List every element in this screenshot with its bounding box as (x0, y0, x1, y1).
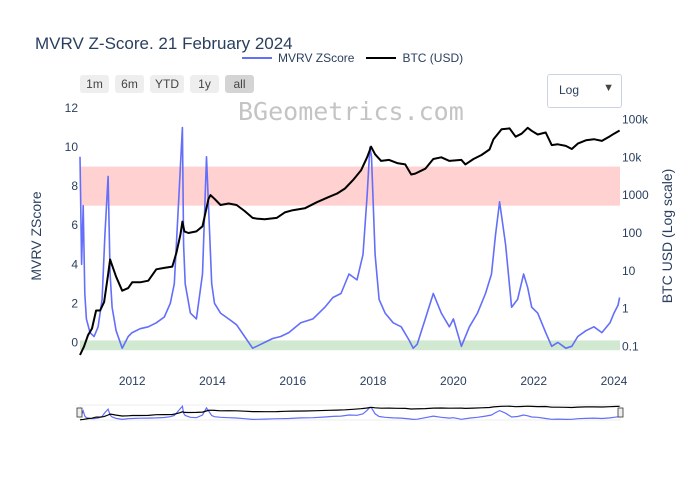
legend-swatch-btc (366, 57, 397, 59)
rangeslider-line-1 (79, 405, 620, 421)
x-tick-label: 2014 (199, 374, 226, 388)
rangeslider-line-0 (79, 404, 620, 421)
x-tick-label: 2022 (520, 374, 547, 388)
chart-title: MVRV Z-Score. 21 February 2024 (35, 34, 293, 53)
band-undervalued (80, 340, 620, 351)
legend: MVRV ZScore BTC (USD) (242, 51, 463, 65)
legend-label-btc: BTC (USD) (402, 51, 464, 65)
rangeslider-handle-left (76, 407, 83, 418)
y-right-axis-title: BTC USD (Log scale) (659, 169, 675, 304)
scale-dropdown[interactable]: Log ▼ (547, 74, 622, 108)
y-left-tick-label: 2 (71, 296, 78, 310)
y-right-tick-label: 10k (622, 150, 642, 164)
band-overvalued (80, 166, 620, 206)
y-right-tick-label: 10 (622, 264, 636, 278)
legend-label-mvrv: MVRV ZScore (278, 51, 355, 65)
y-left-axis-title: MVRV ZScore (28, 191, 44, 280)
legend-item-mvrv[interactable]: MVRV ZScore (242, 51, 354, 65)
watermark: BGeometrics.com (238, 97, 464, 126)
y-right-tick-label: 1 (622, 302, 629, 316)
chevron-down-icon: ▼ (603, 82, 614, 94)
y-left-tick-label: 10 (65, 140, 79, 154)
y-left-tick-label: 0 (71, 335, 78, 349)
legend-swatch-mvrv (242, 57, 272, 59)
y-left-tick-label: 12 (65, 101, 79, 115)
range-button-6m[interactable]: 6m (115, 75, 144, 93)
series-line-1 (79, 126, 621, 356)
range-button-1y[interactable]: 1y (190, 75, 219, 93)
legend-item-btc[interactable]: BTC (USD) (366, 51, 463, 65)
y-right-tick-label: 100k (622, 112, 649, 126)
range-button-all[interactable]: all (225, 75, 254, 93)
x-tick-label: 2012 (119, 374, 146, 388)
y-left-tick-label: 4 (71, 257, 78, 271)
range-button-1m[interactable]: 1m (80, 75, 109, 93)
y-right-tick-label: 100 (622, 226, 642, 240)
y-right-tick-label: 1000 (622, 188, 649, 202)
scale-dropdown-value: Log (559, 83, 580, 97)
x-tick-label: 2016 (279, 374, 306, 388)
rangeslider-handle-right (617, 407, 624, 418)
range-button-ytd[interactable]: YTD (150, 75, 184, 93)
x-tick-label: 2020 (440, 374, 467, 388)
y-left-tick-label: 8 (71, 179, 78, 193)
series-line-0 (79, 126, 621, 349)
x-tick-label: 2018 (360, 374, 387, 388)
y-left-tick-label: 6 (71, 218, 78, 232)
x-tick-label: 2024 (601, 374, 628, 388)
y-right-tick-label: 0.1 (622, 340, 639, 354)
